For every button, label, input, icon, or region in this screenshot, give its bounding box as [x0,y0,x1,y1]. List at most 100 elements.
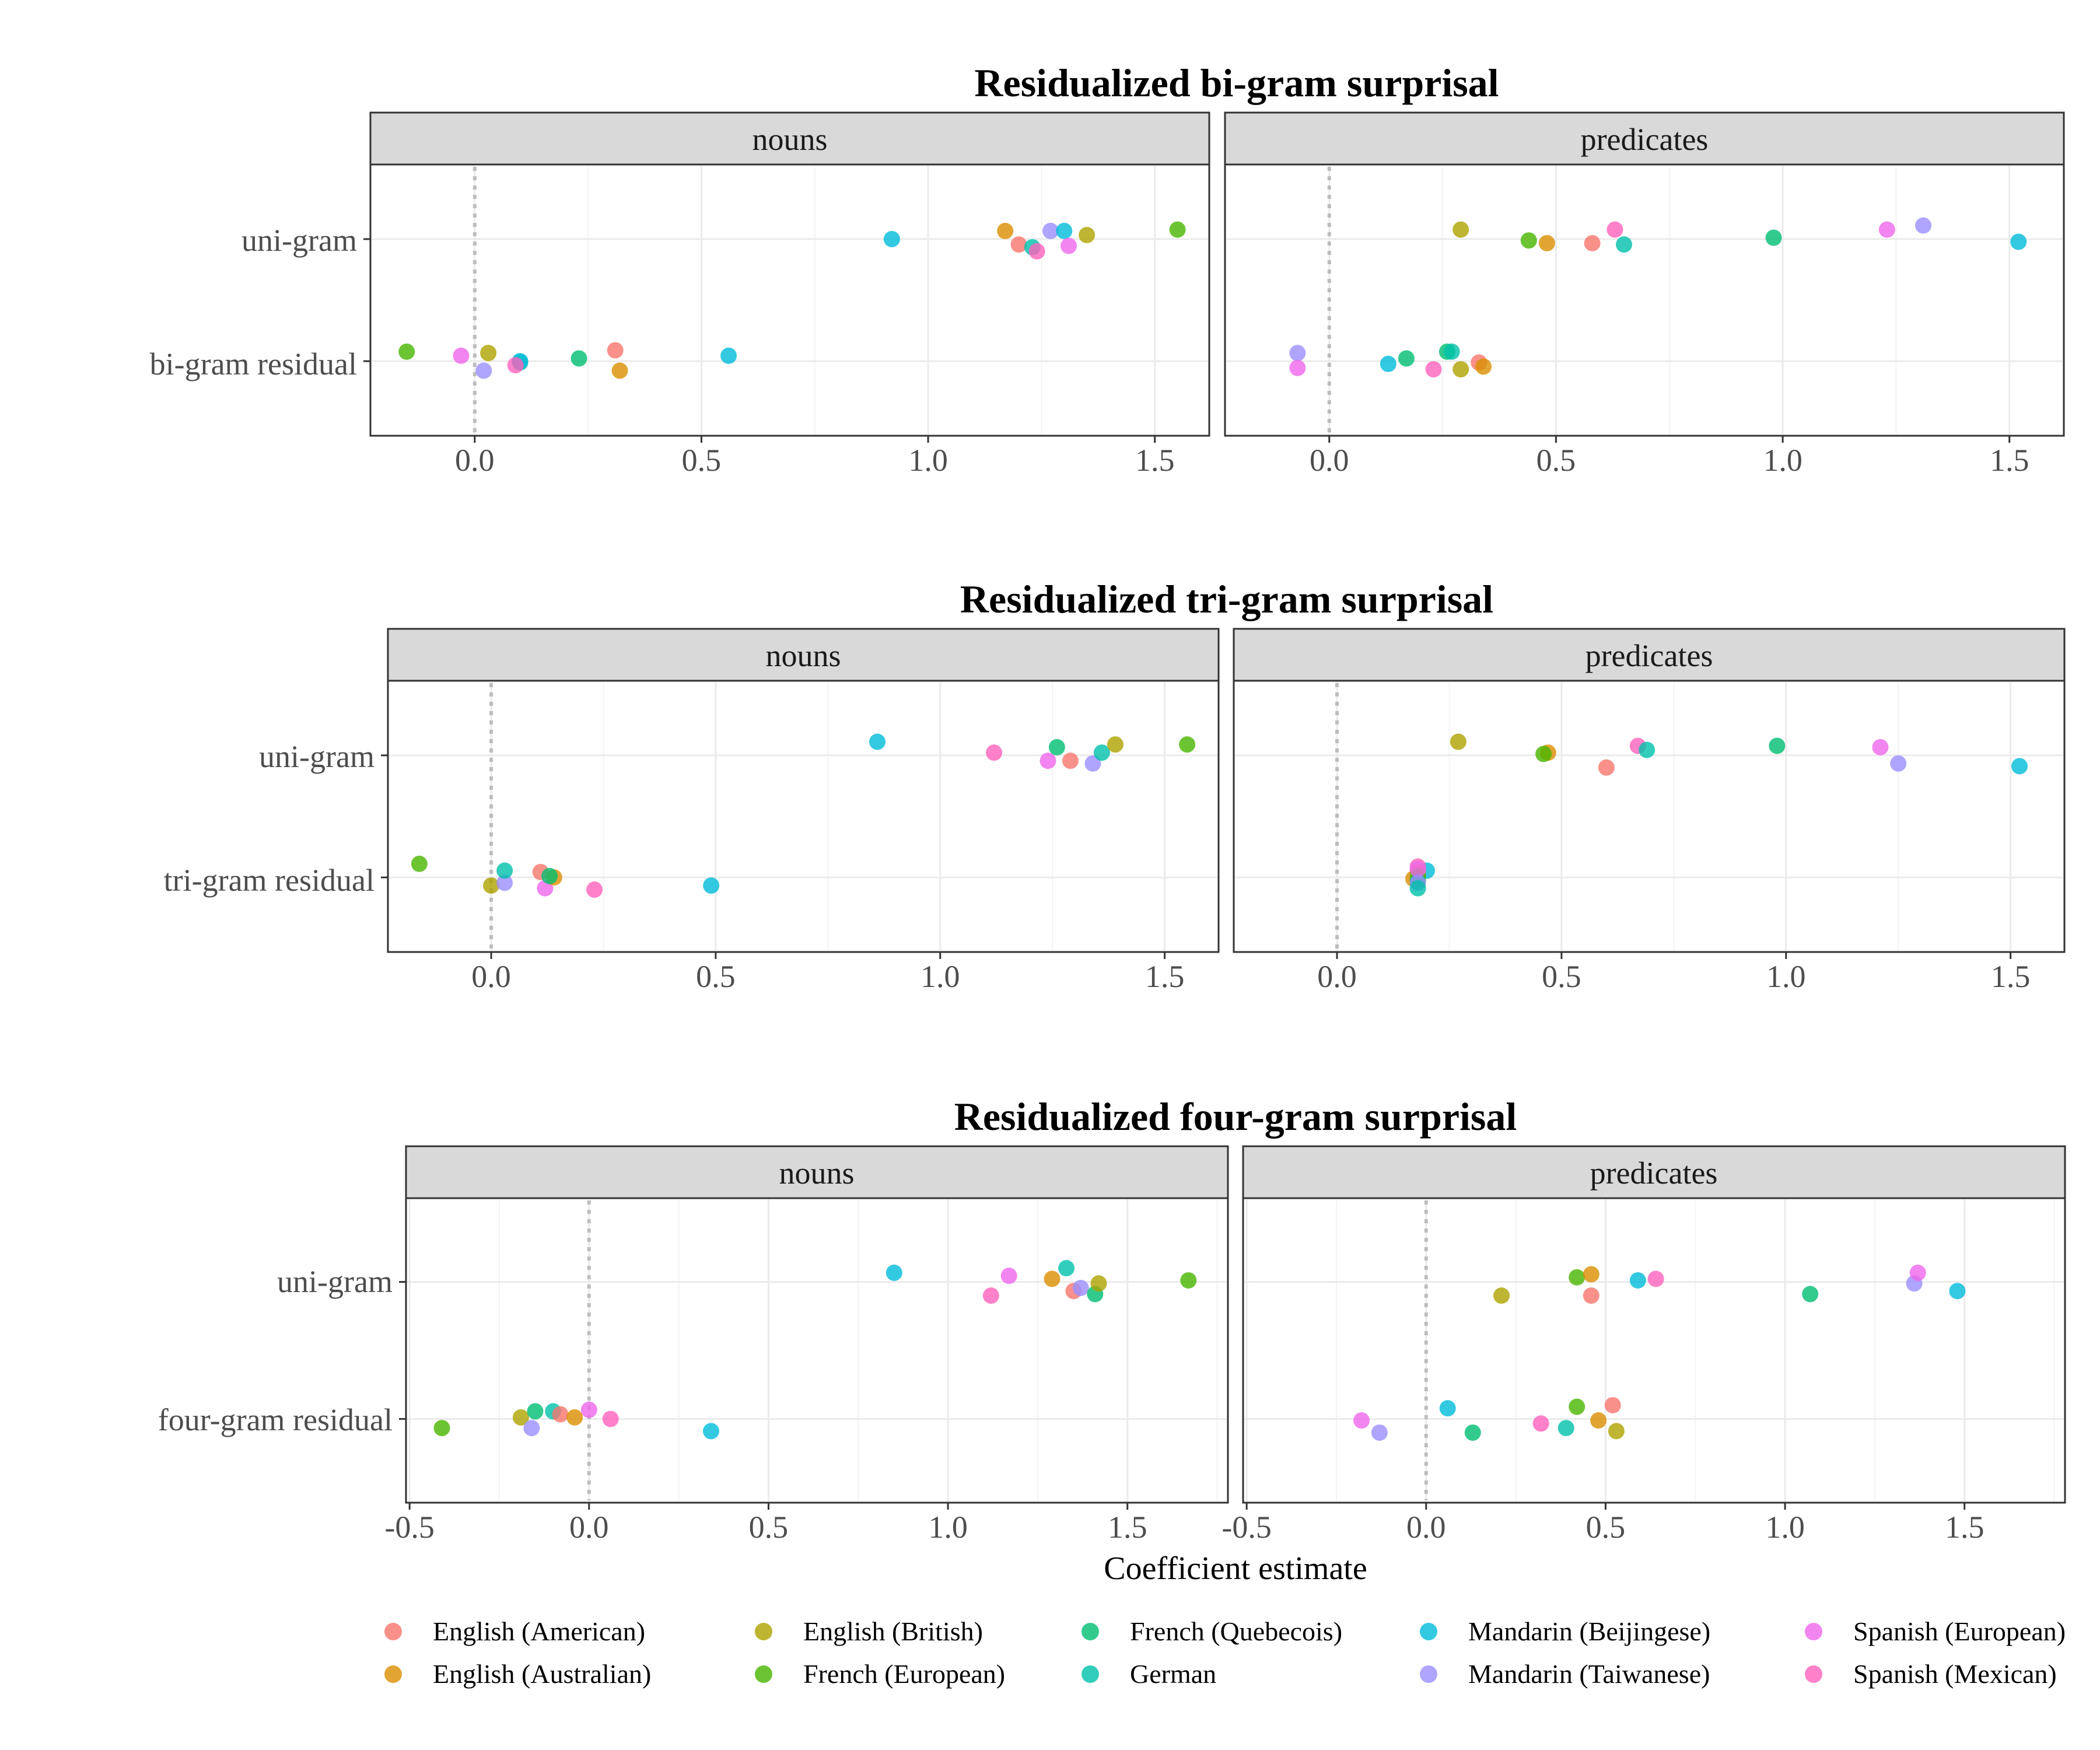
data-point [1380,355,1396,372]
facet-label: predicates [1586,638,1713,673]
data-point [1802,1286,1819,1303]
data-point [1179,736,1196,753]
data-point [1872,738,1889,755]
data-point [720,347,737,364]
legend-label: Spanish (Mexican) [1853,1659,2057,1689]
data-point [1028,243,1045,260]
x-tick-label: 1.5 [1108,1510,1147,1545]
data-point [1598,759,1615,776]
data-point [1604,1396,1621,1413]
data-point [1909,1264,1926,1281]
data-point [703,877,720,894]
data-point [1048,738,1065,755]
data-point [527,1403,544,1420]
panel-title: Residualized tri-gram surprisal [960,577,1493,621]
data-point [1464,1424,1481,1441]
data-point [411,855,428,872]
data-point [1493,1287,1510,1304]
data-point [602,1410,619,1427]
legend-label: English (British) [803,1616,983,1646]
x-tick-label: 0.0 [1406,1510,1446,1545]
data-point [986,744,1003,761]
data-point [607,342,624,359]
panel-trigram: Residualized tri-gram surprisal nouns pr… [164,577,2066,953]
data-point [1084,755,1101,772]
x-tick-label: 1.5 [1990,443,2029,478]
data-point [475,362,492,379]
legend-key [384,1623,402,1640]
legend-key [755,1665,772,1683]
x-tick-label: 1.0 [921,959,960,994]
data-point [1569,1269,1586,1286]
row-label-unigram: uni-gram [259,739,374,774]
x-tick-label: 1.5 [1991,959,2031,994]
x-axis-title: Coefficient estimate [1104,1550,1367,1587]
legend-key [384,1665,402,1683]
legend-label: Mandarin (Beijingese) [1468,1616,1710,1646]
legend-label: German [1130,1659,1216,1689]
row-label-unigram: uni-gram [277,1264,393,1299]
data-point [1409,861,1426,878]
facet-label: nouns [765,638,841,673]
legend-key [755,1623,772,1640]
facet-marks: 0.0 0.5 1.0 1.5 [1235,682,2063,994]
facet-marks: -0.5 0.0 0.5 1.0 1.5 [1222,1199,2064,1545]
legend-key [1805,1665,1822,1683]
data-point [507,357,524,374]
data-point [1538,235,1555,251]
data-point [1093,744,1110,761]
facet-predicates: predicates [1233,628,2066,953]
data-point [541,867,558,884]
legend-key [1805,1623,1822,1640]
data-point [1289,359,1306,376]
data-point [1371,1424,1388,1441]
data-point [1452,221,1469,238]
x-tick-label: 1.0 [928,1510,968,1545]
data-point [1090,1275,1107,1292]
data-point [1616,236,1633,253]
data-point [1629,1272,1646,1289]
data-point [1583,1287,1600,1304]
facet-nouns: nouns [405,1145,1229,1504]
plot-area [1233,680,2066,953]
data-point [2010,233,2027,250]
data-point [1040,752,1056,769]
x-tick-label: 0.0 [1317,959,1357,994]
data-point [982,1287,999,1304]
data-point [1915,217,1932,234]
facet-marks: 0.0 0.5 1.0 1.5 [381,682,1217,994]
data-point [1060,237,1077,254]
data-point [1079,226,1096,243]
data-point [512,1409,529,1426]
data-point [552,1406,569,1423]
x-tick-label: 1.5 [1135,443,1175,478]
legend-label: Mandarin (Taiwanese) [1468,1659,1710,1689]
data-point [702,1423,719,1440]
data-point [566,1409,583,1426]
x-tick-label: 0.5 [1586,1510,1626,1545]
x-tick-label: 0.0 [471,959,511,994]
data-point [1584,235,1601,251]
data-point [1765,229,1782,246]
x-tick-label: 0.0 [455,443,495,478]
data-point [1520,232,1537,249]
data-point [1058,1260,1075,1277]
data-point [523,1420,540,1437]
x-tick-label: 1.0 [1765,1510,1805,1545]
facet-strip [369,111,1210,166]
panel-bigram: Residualized bi-gram surprisal nouns pre… [150,61,2065,437]
data-point [496,862,513,879]
data-point [1353,1412,1370,1429]
plot-area [387,680,1220,953]
data-point [1890,755,1907,772]
facet-nouns: nouns [369,111,1210,437]
data-point [1532,1415,1549,1432]
facet-label: predicates [1590,1156,1718,1191]
data-point [1443,343,1460,360]
plot-area [369,163,1210,437]
data-point [869,733,886,750]
legend-key [1082,1623,1099,1640]
x-tick-label: 1.5 [1145,959,1185,994]
data-point [1072,1279,1089,1296]
